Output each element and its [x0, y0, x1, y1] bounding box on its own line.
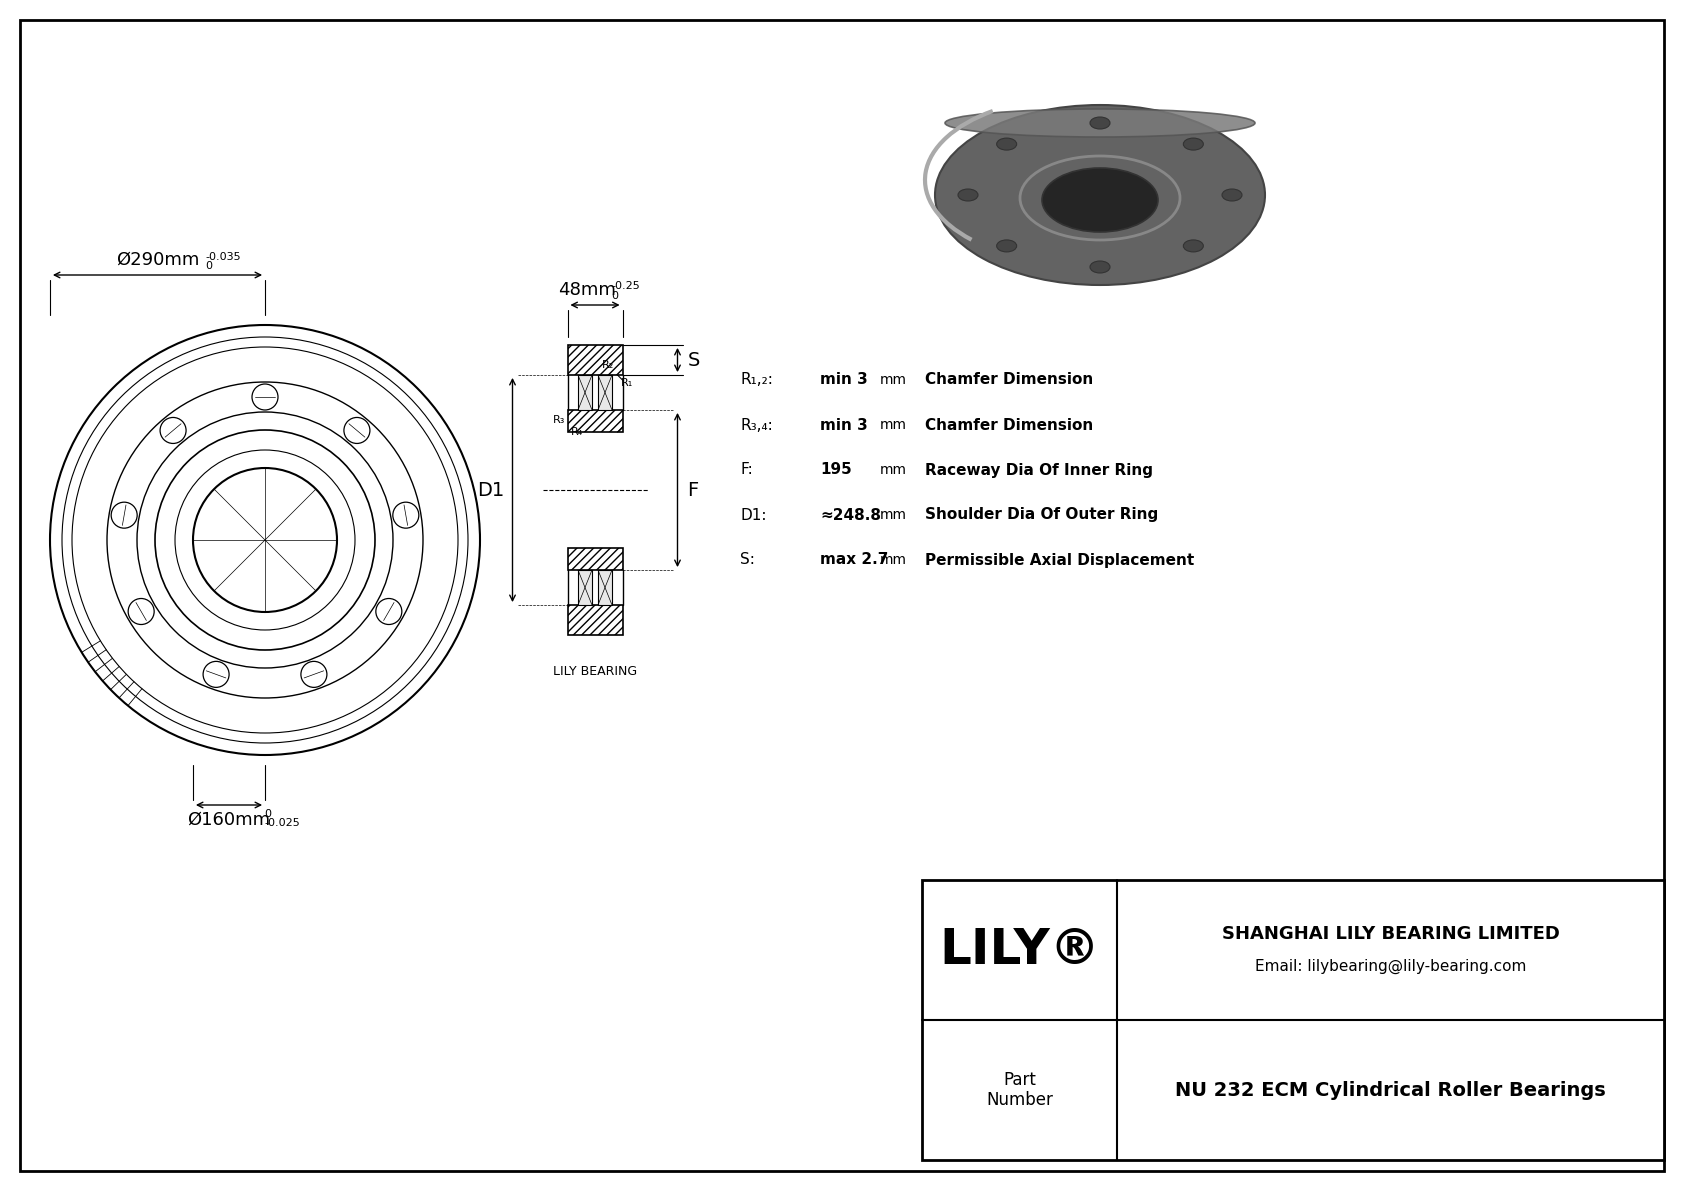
- Text: R₁: R₁: [620, 378, 633, 388]
- Text: Raceway Dia Of Inner Ring: Raceway Dia Of Inner Ring: [925, 462, 1154, 478]
- Text: R₁,₂:: R₁,₂:: [739, 373, 773, 387]
- Text: R₂: R₂: [603, 360, 615, 370]
- Ellipse shape: [1184, 239, 1204, 252]
- Text: D1:: D1:: [739, 507, 766, 523]
- Text: Permissible Axial Displacement: Permissible Axial Displacement: [925, 553, 1194, 567]
- Text: NU 232 ECM Cylindrical Roller Bearings: NU 232 ECM Cylindrical Roller Bearings: [1175, 1080, 1607, 1099]
- Ellipse shape: [1184, 138, 1204, 150]
- Ellipse shape: [958, 189, 978, 201]
- Text: mm: mm: [881, 373, 908, 387]
- Text: mm: mm: [881, 509, 908, 522]
- Text: S:: S:: [739, 553, 754, 567]
- Bar: [568, 345, 623, 375]
- Text: Chamfer Dimension: Chamfer Dimension: [925, 373, 1093, 387]
- Text: -0.25: -0.25: [611, 281, 640, 291]
- Text: SHANGHAI LILY BEARING LIMITED: SHANGHAI LILY BEARING LIMITED: [1221, 925, 1559, 943]
- Bar: [568, 410, 623, 432]
- Text: max 2.7: max 2.7: [820, 553, 889, 567]
- Bar: [578, 570, 593, 605]
- Text: LILY®: LILY®: [940, 925, 1100, 974]
- Text: F:: F:: [739, 462, 753, 478]
- Ellipse shape: [997, 239, 1017, 252]
- Ellipse shape: [1223, 189, 1243, 201]
- Text: D1: D1: [477, 480, 505, 499]
- Text: mm: mm: [881, 553, 908, 567]
- Ellipse shape: [1090, 117, 1110, 129]
- Bar: [923, 880, 1664, 1160]
- Ellipse shape: [935, 105, 1265, 285]
- Text: Email: lilybearing@lily-bearing.com: Email: lilybearing@lily-bearing.com: [1255, 959, 1526, 973]
- Text: mm: mm: [881, 463, 908, 478]
- Text: S: S: [687, 350, 701, 369]
- Ellipse shape: [1090, 261, 1110, 273]
- Text: 0: 0: [611, 291, 618, 301]
- Text: mm: mm: [881, 418, 908, 432]
- Text: -0.035: -0.035: [205, 252, 241, 262]
- Text: Chamfer Dimension: Chamfer Dimension: [925, 418, 1093, 432]
- Text: R₄: R₄: [571, 428, 583, 437]
- Ellipse shape: [997, 138, 1017, 150]
- Text: ≈248.8: ≈248.8: [820, 507, 881, 523]
- Text: -0.025: -0.025: [264, 818, 300, 828]
- Text: F: F: [687, 480, 699, 499]
- Text: R₃,₄:: R₃,₄:: [739, 418, 773, 432]
- Text: Ø160mm: Ø160mm: [187, 811, 271, 829]
- Text: min 3: min 3: [820, 373, 867, 387]
- Bar: [598, 570, 611, 605]
- Text: Ø290mm: Ø290mm: [116, 251, 199, 269]
- Text: 195: 195: [820, 462, 852, 478]
- Bar: [568, 605, 623, 635]
- Text: Part
Number: Part Number: [987, 1071, 1052, 1109]
- Bar: [598, 375, 611, 410]
- Bar: [578, 375, 593, 410]
- Text: R₃: R₃: [552, 414, 566, 425]
- Text: Shoulder Dia Of Outer Ring: Shoulder Dia Of Outer Ring: [925, 507, 1159, 523]
- Text: 0: 0: [205, 261, 212, 272]
- Text: 48mm: 48mm: [557, 281, 616, 299]
- Text: LILY BEARING: LILY BEARING: [552, 665, 637, 678]
- Ellipse shape: [945, 110, 1255, 137]
- Ellipse shape: [1042, 168, 1159, 232]
- Text: min 3: min 3: [820, 418, 867, 432]
- Text: 0: 0: [264, 809, 271, 819]
- Bar: [568, 548, 623, 570]
